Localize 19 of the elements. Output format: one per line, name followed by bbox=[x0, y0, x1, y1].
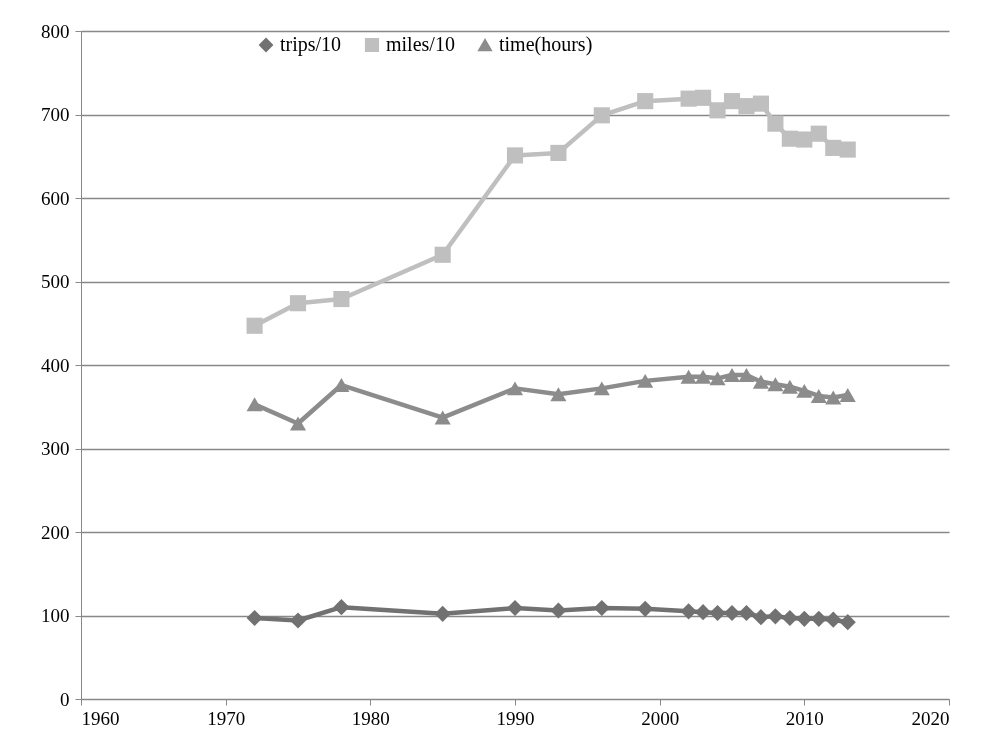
x-tick-label: 1980 bbox=[351, 707, 390, 729]
y-tick-label: 300 bbox=[41, 438, 70, 459]
y-tick-label: 600 bbox=[41, 187, 70, 209]
x-tick-label: 1960 bbox=[81, 707, 120, 729]
x-tick-label: 2020 bbox=[911, 707, 950, 729]
y-tick-label: 500 bbox=[41, 271, 70, 292]
x-tick-label: 1990 bbox=[496, 707, 535, 729]
legend-label: time(hours) bbox=[499, 33, 593, 56]
y-tick-label: 200 bbox=[41, 521, 70, 543]
y-tick-label: 0 bbox=[60, 688, 70, 710]
x-tick-label: 2010 bbox=[785, 707, 824, 729]
legend-label: trips/10 bbox=[280, 33, 342, 56]
x-tick-label: 2000 bbox=[641, 707, 680, 729]
y-tick-label: 100 bbox=[41, 605, 70, 626]
y-tick-label: 800 bbox=[41, 20, 70, 42]
legend-label: miles/10 bbox=[386, 33, 455, 55]
y-tick-label: 700 bbox=[41, 104, 70, 125]
x-tick-label: 1970 bbox=[207, 707, 246, 729]
y-tick-label: 400 bbox=[41, 354, 70, 376]
